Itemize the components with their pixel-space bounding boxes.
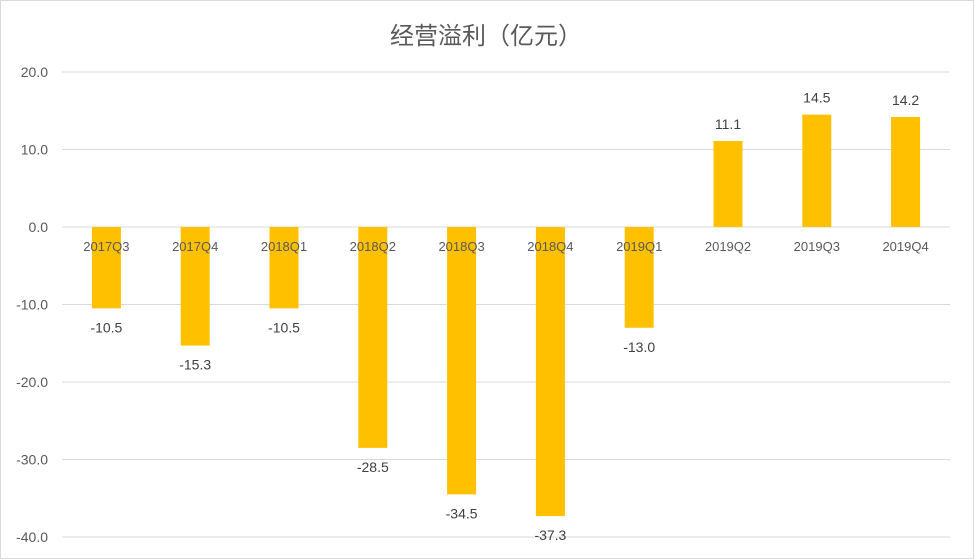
data-label: 14.2 xyxy=(892,92,919,108)
grid-lines xyxy=(62,71,950,538)
x-category-label: 2019Q3 xyxy=(794,239,840,254)
y-tick-label: 0.0 xyxy=(29,219,49,235)
data-label: -28.5 xyxy=(357,459,389,475)
data-label: -13.0 xyxy=(623,339,655,355)
x-category-label: 2019Q2 xyxy=(705,239,751,254)
data-label: -15.3 xyxy=(179,357,211,373)
bar xyxy=(358,227,388,448)
x-category-label: 2018Q1 xyxy=(261,239,307,254)
bars xyxy=(91,114,921,517)
y-tick-label: -10.0 xyxy=(16,297,48,313)
x-category-label: 2019Q1 xyxy=(616,239,662,254)
data-label: -37.3 xyxy=(534,527,566,543)
bar xyxy=(447,227,477,495)
x-category-label: 2018Q4 xyxy=(527,239,573,254)
bar xyxy=(624,227,654,328)
x-category-label: 2018Q3 xyxy=(438,239,484,254)
y-tick-label: 20.0 xyxy=(21,64,48,80)
data-labels: -10.5 -15.3 -10.5 -28.5 -34.5 -37.3 -13.0 11.1 1… xyxy=(90,90,919,543)
y-tick-label: -40.0 xyxy=(16,529,48,545)
y-tick-label: -30.0 xyxy=(16,452,48,468)
y-axis-ticks: 20.0 10.0 0.0 -10.0 -20.0 -30.0 -40.0 xyxy=(16,64,48,545)
bar xyxy=(269,227,299,309)
data-label: 11.1 xyxy=(715,116,741,132)
bar xyxy=(802,114,832,227)
bar xyxy=(180,227,210,346)
bar xyxy=(535,227,565,517)
x-category-label: 2018Q2 xyxy=(350,239,396,254)
x-category-label: 2019Q4 xyxy=(882,239,928,254)
x-category-label: 2017Q4 xyxy=(172,239,218,254)
bar xyxy=(713,140,743,227)
data-label: -34.5 xyxy=(446,505,478,521)
data-label: 14.5 xyxy=(803,90,830,106)
bar xyxy=(91,227,121,309)
data-label: -10.5 xyxy=(90,319,122,335)
chart-title: 经营溢利（亿元） xyxy=(390,22,582,50)
x-category-label: 2017Q3 xyxy=(83,239,129,254)
data-label: -10.5 xyxy=(268,319,300,335)
y-tick-label: -20.0 xyxy=(16,374,48,390)
bar xyxy=(891,116,921,227)
y-tick-label: 10.0 xyxy=(21,142,48,158)
x-axis-categories: 2017Q3 2017Q4 2018Q1 2018Q2 2018Q3 2018Q4 2019… xyxy=(83,239,928,254)
